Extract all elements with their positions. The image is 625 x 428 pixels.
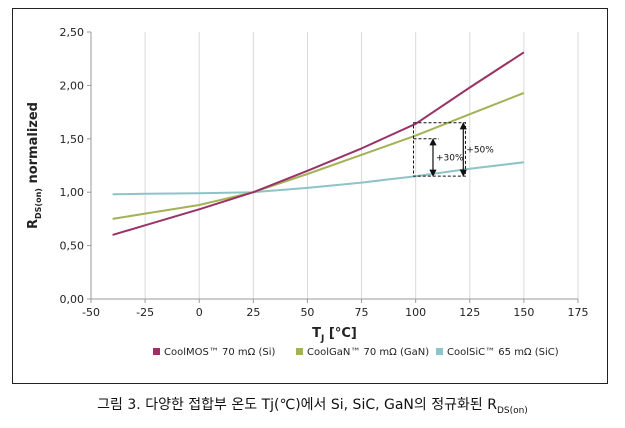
y-tick-label: 1,00 xyxy=(60,186,85,199)
x-tick-label: 175 xyxy=(568,306,589,319)
annotation-label: +30% xyxy=(436,153,464,163)
x-tick-label: 75 xyxy=(355,306,369,319)
y-tick-label: 0,00 xyxy=(60,293,85,306)
figure-caption: 그림 3. 다양한 접합부 온도 Tj(℃)에서 Si, SiC, GaN의 정… xyxy=(0,394,625,416)
legend-swatch xyxy=(153,348,160,355)
annotation-box xyxy=(413,122,466,177)
legend-swatch xyxy=(296,348,303,355)
rdson-chart: 0,00 0,50 1,00 1,50 2,00 2,50 -50 -25 0 25 50 75 100… xyxy=(26,26,589,358)
x-tick-label: -50 xyxy=(82,306,100,319)
series-line-2 xyxy=(112,161,525,196)
y-tick-label: 2,50 xyxy=(60,26,85,39)
x-tick-label: 0 xyxy=(196,306,203,319)
x-tick-label: 50 xyxy=(300,306,314,319)
y-tick-label: 0,50 xyxy=(60,240,85,253)
figure-frame: 0,00 0,50 1,00 1,50 2,00 2,50 -50 -25 0 25 50 75 100… xyxy=(12,8,608,384)
series-line-0 xyxy=(112,51,525,236)
y-axis-title: RDS(on) normalized xyxy=(26,102,43,229)
x-tick-label: 125 xyxy=(459,306,480,319)
legend-swatch xyxy=(436,348,443,355)
caption-text: 그림 3. 다양한 접합부 온도 Tj(℃)에서 Si, SiC, GaN의 정… xyxy=(97,397,497,413)
legend-label: CoolGaN™ 70 mΩ (GaN) xyxy=(307,347,429,358)
caption-subscript: DS(on) xyxy=(496,405,528,416)
x-tick-label: 150 xyxy=(513,306,534,319)
legend-label: CoolMOS™ 70 mΩ (Si) xyxy=(164,347,276,358)
y-tick-label: 1,50 xyxy=(60,133,85,146)
series-line-1 xyxy=(112,91,525,220)
x-tick-label: -25 xyxy=(136,306,154,319)
y-tick-label: 2,00 xyxy=(60,79,85,92)
x-tick-label: 100 xyxy=(405,306,426,319)
x-tick-label: 25 xyxy=(246,306,260,319)
x-axis-title: TJ [°C] xyxy=(312,326,357,344)
legend-label: CoolSiC™ 65 mΩ (SiC) xyxy=(447,347,559,358)
annotation-label: +50% xyxy=(466,145,494,155)
